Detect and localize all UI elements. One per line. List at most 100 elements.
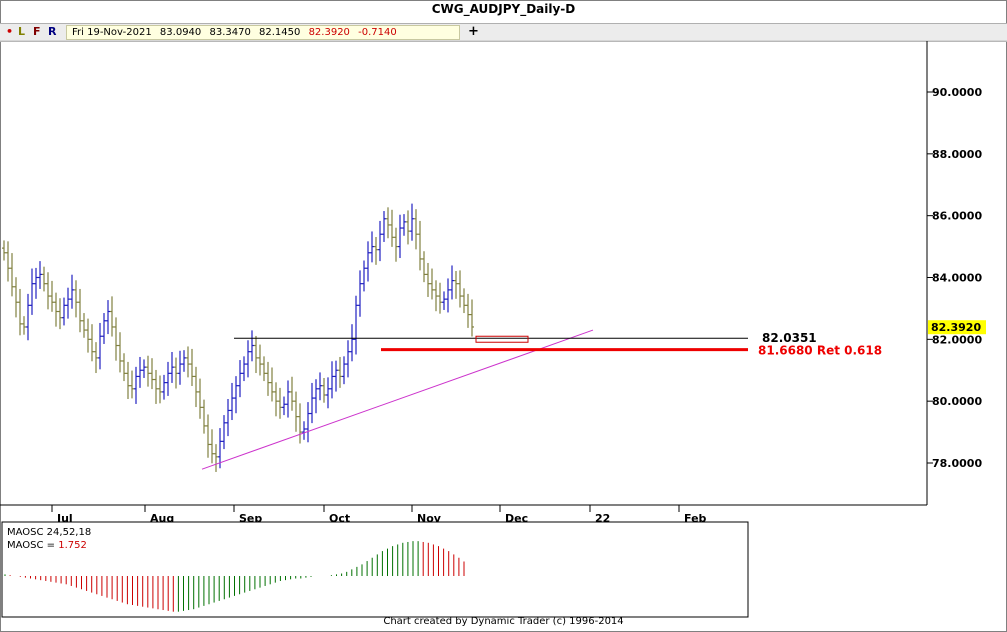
price-bar — [98, 322, 102, 370]
price-bar — [362, 260, 366, 292]
r-button[interactable]: R — [48, 25, 57, 38]
price-bar — [298, 403, 302, 444]
price-bar — [182, 350, 186, 372]
price-bar — [258, 344, 262, 376]
price-bar — [6, 241, 10, 282]
price-bar — [378, 220, 382, 262]
price-bar — [42, 266, 46, 292]
oscillator-value: 1.752 — [58, 540, 87, 551]
price-bar — [394, 227, 398, 262]
price-bar — [434, 280, 438, 312]
oscillator-panel — [1, 521, 749, 618]
y-tick-label: 88.0000 — [932, 148, 982, 161]
price-bar — [94, 342, 98, 374]
chart-title: CWG_AUDJPY_Daily-D — [431, 2, 576, 16]
last-price-label: 82.3920 — [931, 321, 981, 334]
ohlc-low: 82.1450 — [259, 27, 301, 38]
price-bar — [318, 372, 322, 401]
price-bar — [74, 280, 78, 318]
price-bar — [274, 382, 278, 417]
f-button[interactable]: F — [33, 25, 41, 38]
price-bar — [446, 278, 450, 313]
price-bar — [18, 288, 22, 336]
price-bar — [450, 265, 454, 300]
price-bar — [386, 207, 390, 239]
price-bar — [402, 214, 406, 236]
price-bar — [266, 361, 270, 396]
price-bar — [54, 292, 58, 327]
last-price-marker — [928, 320, 986, 335]
price-bar — [442, 291, 446, 310]
price-bar — [10, 253, 14, 297]
price-bar — [2, 240, 6, 261]
price-bar — [118, 332, 122, 373]
y-tick-label: 82.0000 — [932, 333, 982, 346]
price-bar — [462, 288, 466, 314]
record-dot-button[interactable]: • — [6, 25, 14, 38]
price-bar — [186, 346, 190, 378]
price-bar — [322, 377, 326, 403]
price-bar — [178, 350, 182, 385]
price-bar — [282, 396, 286, 416]
price-bar — [374, 236, 378, 265]
price-bar — [114, 317, 118, 361]
price-bar — [246, 340, 250, 378]
trend-line[interactable] — [201, 329, 594, 470]
y-tick-label: 90.0000 — [932, 86, 982, 99]
price-axis: 78.0000 80.0000 82.0000 84.0000 86.0000 88.00… — [927, 86, 982, 470]
price-bar — [190, 348, 194, 387]
retracement-label: 81.6680 Ret 0.618 — [758, 344, 882, 358]
price-bar — [26, 293, 30, 341]
price-bar — [30, 268, 34, 315]
price-bar — [62, 297, 66, 326]
price-bar — [106, 300, 110, 335]
price-bar — [422, 251, 426, 283]
price-bar — [346, 340, 350, 378]
price-bars — [2, 203, 474, 472]
price-bar — [162, 374, 166, 400]
price-bar — [194, 366, 198, 408]
price-bar — [150, 358, 154, 390]
price-bar — [110, 296, 114, 337]
price-bar — [382, 211, 386, 242]
price-bar — [86, 318, 90, 353]
y-tick-label: 78.0000 — [932, 457, 982, 470]
price-bar — [202, 399, 206, 434]
level-label-82.0351: 82.0351 — [762, 331, 817, 345]
price-bar — [158, 375, 162, 404]
price-bar — [454, 271, 458, 299]
price-bar — [238, 360, 242, 398]
price-bar — [350, 324, 354, 362]
ohlc-open: 83.0940 — [159, 27, 202, 38]
price-bar — [458, 270, 462, 308]
price-bar — [174, 357, 178, 389]
price-bar — [294, 391, 298, 432]
price-bar — [170, 352, 174, 383]
price-bar — [14, 277, 18, 318]
price-bar — [234, 376, 238, 414]
price-bar — [310, 382, 314, 424]
price-bar — [134, 366, 138, 404]
chart-toolbar: • L F R Fri 19-Nov-2021 83.0940 83.3470 … — [0, 23, 1007, 42]
price-bar — [306, 402, 310, 443]
add-button[interactable]: + — [468, 24, 479, 39]
price-bar — [414, 209, 418, 250]
price-bar — [286, 380, 290, 418]
y-tick-label: 84.0000 — [932, 272, 982, 285]
y-tick-label: 80.0000 — [932, 395, 982, 408]
oscillator-bars — [4, 541, 465, 612]
price-bar — [470, 299, 474, 337]
price-bar — [226, 399, 230, 437]
ohlc-change: -0.7140 — [358, 27, 397, 38]
target-zone-box[interactable] — [475, 335, 529, 343]
l-button[interactable]: L — [18, 25, 26, 38]
price-bar — [58, 298, 62, 330]
price-bar — [358, 270, 362, 317]
price-bar — [154, 369, 158, 404]
ohlc-readout: Fri 19-Nov-2021 83.0940 83.3470 82.1450 … — [66, 25, 460, 40]
price-bar — [130, 370, 134, 399]
price-bar — [290, 376, 294, 411]
price-bar — [406, 210, 410, 245]
